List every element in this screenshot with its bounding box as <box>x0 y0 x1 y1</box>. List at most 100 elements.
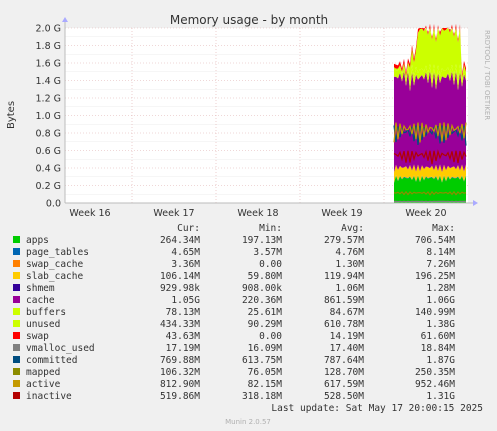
munin-version: Munin 2.0.57 <box>225 418 271 426</box>
legend-min-value: 220.36M <box>242 295 282 306</box>
legend-avg-value: 1.30M <box>335 259 364 270</box>
x-tick-label: Week 16 <box>69 208 110 219</box>
area-apps <box>394 175 466 203</box>
legend-avg-value: 279.57M <box>324 235 364 246</box>
legend-cur-value: 3.36M <box>171 259 200 270</box>
legend-swatch <box>13 332 20 339</box>
legend-column-header: Max: <box>432 223 455 234</box>
legend-max-value: 61.60M <box>421 331 456 342</box>
legend-swatch <box>13 272 20 279</box>
legend-swatch <box>13 392 20 399</box>
legend: Cur: Min: Avg: Max: apps 264.34M 197.13M 279.57… <box>13 223 455 402</box>
legend-min-value: 0.00 <box>259 331 282 342</box>
legend-min-value: 59.80M <box>248 271 283 282</box>
legend-series-name: cache <box>26 295 55 306</box>
legend-swatch <box>13 320 20 327</box>
legend-cur-value: 434.33M <box>160 319 200 330</box>
legend-avg-value: 14.19M <box>330 331 365 342</box>
legend-swatch <box>13 284 20 291</box>
legend-max-value: 1.28M <box>426 283 455 294</box>
legend-min-value: 908.00k <box>242 283 282 294</box>
legend-series-name: vmalloc_used <box>26 343 95 354</box>
legend-series-name: inactive <box>26 391 72 402</box>
legend-min-value: 197.13M <box>242 235 282 246</box>
legend-max-value: 1.06G <box>426 295 455 306</box>
y-tick-label: 0.6 G <box>36 146 62 157</box>
legend-swatch <box>13 380 20 387</box>
legend-min-value: 0.00 <box>259 259 282 270</box>
legend-cur-value: 78.13M <box>166 307 201 318</box>
x-tick-label: Week 18 <box>237 208 278 219</box>
legend-max-value: 7.26M <box>426 259 455 270</box>
area-unused <box>394 28 466 84</box>
legend-avg-value: 128.70M <box>324 367 364 378</box>
legend-cur-value: 519.86M <box>160 391 200 402</box>
legend-column-header: Cur: <box>177 223 200 234</box>
legend-avg-value: 787.64M <box>324 355 364 366</box>
legend-max-value: 952.46M <box>415 379 455 390</box>
area-slab-cache <box>394 164 466 183</box>
legend-min-value: 76.05M <box>248 367 283 378</box>
legend-max-value: 250.35M <box>415 367 455 378</box>
y-tick-label: 0.0 <box>46 199 61 210</box>
legend-min-value: 16.09M <box>248 343 283 354</box>
legend-series-name: committed <box>26 355 77 366</box>
area-cache <box>394 70 466 173</box>
x-tick-label: Week 17 <box>153 208 194 219</box>
legend-cur-value: 264.34M <box>160 235 200 246</box>
legend-max-value: 18.84M <box>421 343 456 354</box>
legend-min-value: 82.15M <box>248 379 283 390</box>
legend-min-value: 318.18M <box>242 391 282 402</box>
x-axis-arrow <box>473 200 478 206</box>
legend-series-name: slab_cache <box>26 271 83 282</box>
legend-min-value: 25.61M <box>248 307 283 318</box>
y-axis-arrow <box>62 17 68 22</box>
legend-cur-value: 812.90M <box>160 379 200 390</box>
legend-max-value: 1.87G <box>426 355 455 366</box>
legend-swatch <box>13 260 20 267</box>
legend-series-name: buffers <box>26 307 66 318</box>
legend-series-name: swap_cache <box>26 259 83 270</box>
y-tick-label: 2.0 G <box>36 24 62 35</box>
legend-series-name: apps <box>26 235 49 246</box>
legend-series-name: page_tables <box>26 247 89 258</box>
y-tick-label: 1.8 G <box>36 41 62 52</box>
legend-series-name: mapped <box>26 367 60 378</box>
legend-min-value: 90.29M <box>248 319 283 330</box>
legend-swatch <box>13 368 20 375</box>
legend-series-name: shmem <box>26 283 55 294</box>
legend-avg-value: 528.50M <box>324 391 364 402</box>
legend-cur-value: 106.32M <box>160 367 200 378</box>
legend-cur-value: 1.05G <box>171 295 200 306</box>
y-tick-label: 0.4 G <box>36 164 62 175</box>
legend-max-value: 140.99M <box>415 307 455 318</box>
line-committed <box>393 125 467 146</box>
x-tick-label: Week 19 <box>321 208 362 219</box>
rrdtool-credit: RRDTOOL / TOBI OETIKER <box>483 30 491 120</box>
y-tick-label: 1.4 G <box>36 76 62 87</box>
legend-series-name: swap <box>26 331 49 342</box>
legend-swatch <box>13 236 20 243</box>
stacked-areas <box>394 23 466 203</box>
y-tick-label: 0.8 G <box>36 129 62 140</box>
legend-cur-value: 929.98k <box>160 283 200 294</box>
legend-swatch <box>13 248 20 255</box>
legend-series-name: unused <box>26 319 60 330</box>
y-tick-labels: 0.0 0.2 G 0.4 G 0.6 G 0.8 G 1.0 G 1.2 G 1.4 G 1.… <box>36 24 62 210</box>
legend-avg-value: 610.78M <box>324 319 364 330</box>
line-inactive <box>393 149 467 165</box>
legend-avg-value: 84.67M <box>330 307 365 318</box>
legend-min-value: 3.57M <box>253 247 282 258</box>
y-tick-label: 1.6 G <box>36 59 62 70</box>
x-tick-labels: Week 16 Week 17 Week 18 Week 19 Week 20 <box>69 208 446 219</box>
y-tick-label: 1.2 G <box>36 94 62 105</box>
legend-max-value: 1.38G <box>426 319 455 330</box>
x-tick-label: Week 20 <box>405 208 446 219</box>
legend-min-value: 613.75M <box>242 355 282 366</box>
y-axis-label: Bytes <box>6 101 17 129</box>
legend-cur-value: 17.19M <box>166 343 201 354</box>
legend-swatch <box>13 296 20 303</box>
legend-avg-value: 1.06M <box>335 283 364 294</box>
axes <box>62 17 478 206</box>
